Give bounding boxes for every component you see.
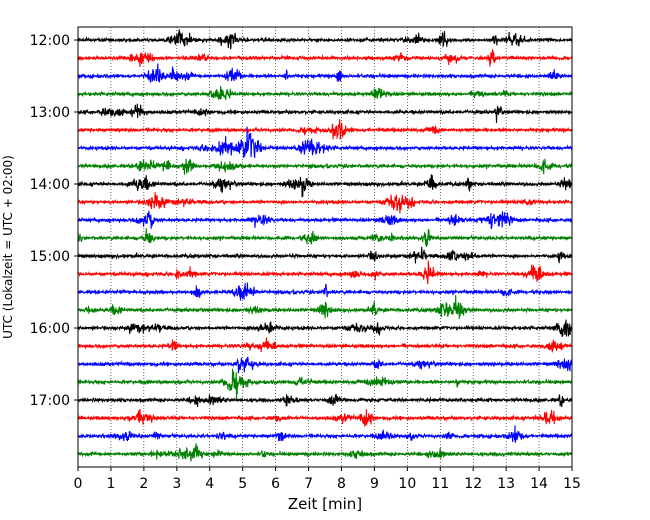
trace-1330 [77,126,573,159]
y-axis-label: UTC (Lokalzeit = UTC + 02:00) [1,155,15,339]
x-tick-label: 10 [398,476,416,492]
x-tick-label: 3 [172,476,181,492]
trace-1530 [77,282,573,301]
y-tick-label: 12:00 [30,33,70,49]
x-tick-label: 11 [431,476,449,492]
trace-1345 [77,158,573,175]
x-tick-label: 4 [205,476,214,492]
x-tick-label: 7 [304,476,313,492]
trace-1300 [77,103,573,123]
trace-1545 [77,295,573,320]
trace-1500 [77,246,573,264]
trace-1315 [77,119,573,140]
trace-1630 [77,356,573,374]
plot-area [78,27,572,467]
x-tick-label: 2 [139,476,148,492]
y-tick-label: 13:00 [30,105,70,121]
y-tick-label: 15:00 [30,249,70,265]
x-axis-ticks: 0 1 2 3 4 5 6 7 8 9 10 11 12 13 14 15 [74,467,581,492]
trace-1430 [77,210,573,229]
x-tick-label: 9 [370,476,379,492]
trace-1645 [77,368,573,401]
trace-1445 [77,228,573,248]
trace-1200 [77,29,573,50]
plot-frame [77,26,573,468]
x-tick-label: 1 [106,476,115,492]
trace-1715 [77,409,573,427]
seismic-traces [77,29,573,462]
y-axis-ticks: 12:00 13:00 14:00 15:00 16:00 17:00 [30,33,78,409]
x-tick-label: 5 [238,476,247,492]
y-tick-label: 16:00 [30,321,70,337]
trace-1730 [77,425,573,443]
trace-1700 [77,393,573,408]
x-axis-label: Zeit [min] [288,495,362,513]
trace-1215 [77,49,573,68]
x-tick-label: 0 [74,476,83,492]
x-tick-label: 6 [271,476,280,492]
trace-1415 [77,192,573,214]
x-tick-label: 14 [530,476,548,492]
trace-1600 [77,319,573,338]
x-tick-label: 13 [497,476,515,492]
trace-1400 [77,174,573,198]
y-tick-label: 14:00 [30,177,70,193]
x-tick-label: 15 [563,476,581,492]
x-tick-label: 8 [337,476,346,492]
trace-1515 [77,260,573,285]
x-tick-label: 12 [464,476,482,492]
grid-lines [110,27,540,467]
trace-1245 [77,85,573,100]
y-tick-label: 17:00 [30,393,70,409]
trace-1745 [77,443,573,462]
trace-1230 [77,63,573,83]
trace-1615 [77,337,573,353]
